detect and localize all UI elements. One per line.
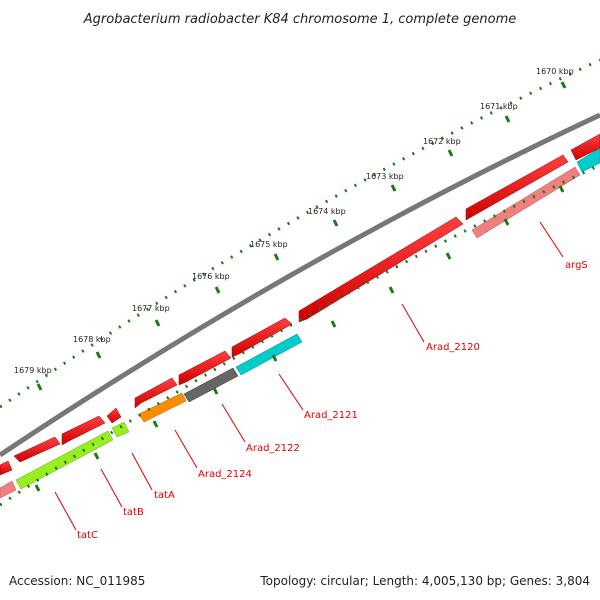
gene-label-arad-2121[interactable]: Arad_2121 bbox=[304, 410, 358, 421]
scale-label-1679: 1679 kbp bbox=[14, 366, 52, 375]
scale-label-1674: 1674 kbp bbox=[308, 207, 346, 216]
scale-label-1670: 1670 kbp bbox=[536, 67, 574, 76]
gene-gray-arad-2122[interactable] bbox=[183, 367, 239, 403]
gene-lime-small[interactable] bbox=[111, 421, 130, 438]
gene-forward-arad-2121[interactable] bbox=[231, 317, 293, 358]
gene-forward-arad-2120[interactable] bbox=[298, 216, 464, 323]
gene-orange-arad-2124[interactable] bbox=[138, 392, 187, 423]
gene-label-arad-2120[interactable]: Arad_2120 bbox=[426, 342, 480, 353]
gene-label-tatB[interactable]: tatB bbox=[123, 507, 144, 518]
inner-major-ticks bbox=[34, 185, 565, 492]
gene-rna-argS[interactable] bbox=[471, 166, 581, 239]
gene-lime-tatC[interactable] bbox=[15, 430, 114, 490]
scale-label-1672: 1672 kbp bbox=[423, 137, 461, 146]
gene-forward-tatA[interactable] bbox=[134, 377, 178, 409]
gene-label-arad-2122[interactable]: Arad_2122 bbox=[246, 443, 300, 454]
gene-forward-arad-2122[interactable] bbox=[178, 350, 232, 386]
outer-dotted-track bbox=[0, 58, 600, 409]
gene-forward-edge[interactable] bbox=[0, 460, 13, 476]
forward-strand-genes bbox=[0, 133, 600, 476]
label-leaders bbox=[54, 221, 564, 531]
gene-label-arad-2124[interactable]: Arad_2124 bbox=[198, 469, 252, 480]
gene-labels: argS Arad_2120 Arad_2121 Arad_2122 Arad_… bbox=[77, 260, 588, 541]
scale-label-1671: 1671 kbp bbox=[480, 102, 518, 111]
gene-forward-argS[interactable] bbox=[570, 133, 600, 161]
gene-label-tatC[interactable]: tatC bbox=[77, 530, 98, 541]
genome-title: Agrobacterium radiobacter K84 chromosome… bbox=[83, 12, 516, 27]
genome-summary-text: Topology: circular; Length: 4,005,130 bp… bbox=[260, 574, 590, 588]
accession-text: Accession: NC_011985 bbox=[9, 574, 146, 588]
gene-label-argS[interactable]: argS bbox=[565, 260, 588, 271]
inner-dotted-track bbox=[0, 163, 600, 507]
gene-forward-arad-2120a[interactable] bbox=[465, 154, 569, 221]
gene-cyan-end[interactable] bbox=[576, 147, 600, 173]
scale-labels: 1670 kbp 1671 kbp 1672 kbp 1673 kbp 1674… bbox=[14, 67, 574, 375]
scale-label-1678: 1678 kbp bbox=[73, 335, 111, 344]
scale-label-1677: 1677 kbp bbox=[132, 304, 170, 313]
gene-label-tatA[interactable]: tatA bbox=[154, 490, 175, 501]
reverse-strand-genes bbox=[0, 147, 600, 499]
scale-label-1673: 1673 kbp bbox=[366, 172, 404, 181]
genome-backbone bbox=[0, 112, 600, 458]
outer-major-ticks bbox=[36, 81, 567, 391]
scale-label-1675: 1675 kbp bbox=[250, 240, 288, 249]
gene-rna-edge[interactable] bbox=[0, 480, 17, 499]
gene-cyan-arad-2121[interactable] bbox=[235, 333, 303, 376]
scale-label-1676: 1676 kbp bbox=[192, 272, 230, 281]
gene-forward-tatB[interactable] bbox=[61, 415, 106, 446]
gene-forward-tatC[interactable] bbox=[13, 436, 61, 463]
gene-forward-small[interactable] bbox=[106, 407, 122, 424]
